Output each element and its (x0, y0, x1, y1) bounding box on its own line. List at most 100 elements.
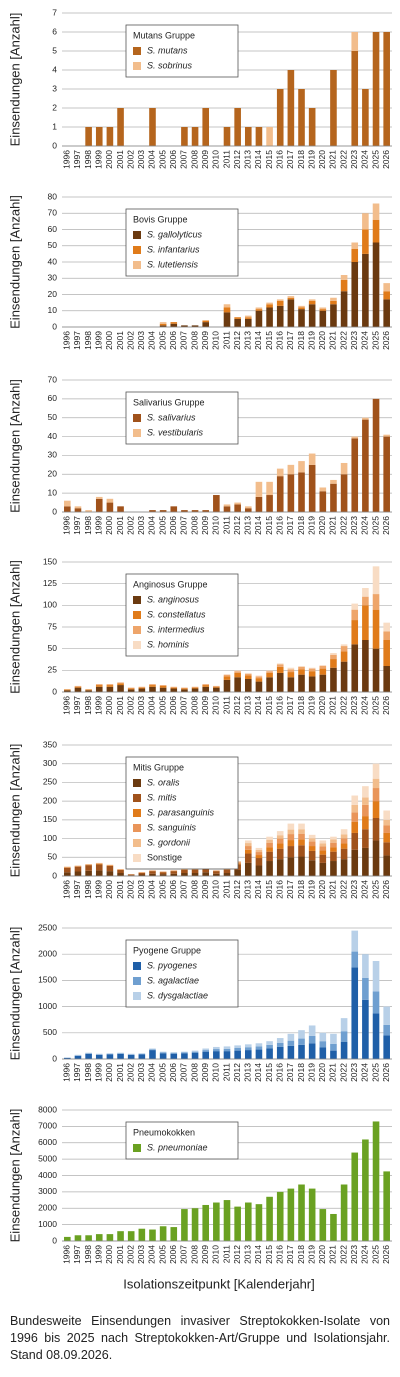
x-tick-label: 2003 (136, 150, 146, 169)
x-tick-label: 2006 (168, 150, 178, 169)
bar-segment (202, 108, 210, 146)
bar-segment (276, 831, 284, 836)
x-tick-label: 2021 (328, 880, 338, 899)
bar-segment (64, 867, 71, 873)
x-tick-label: 2010 (211, 880, 221, 899)
bar-segment (181, 127, 188, 146)
bar-segment (340, 1184, 348, 1241)
bar-segment (362, 253, 369, 327)
bar-segment (191, 1051, 199, 1053)
legend-box (125, 391, 239, 445)
bar-segment (244, 506, 252, 509)
bar-segment (213, 686, 220, 688)
bar-segment (298, 305, 305, 308)
bar-segment (170, 871, 178, 874)
bar-segment (85, 1235, 92, 1241)
bar-segment (330, 1043, 337, 1051)
bar-segment (202, 1051, 210, 1059)
bar-segment (372, 219, 380, 243)
bar-segment (170, 1053, 178, 1059)
bar-segment (287, 70, 295, 146)
bar-segment (191, 873, 199, 876)
bar-segment (95, 1054, 103, 1055)
x-tick-label: 2026 (381, 880, 391, 899)
bar-segment (202, 1204, 210, 1241)
bar-segment (330, 479, 337, 484)
x-tick-label: 2020 (317, 331, 327, 350)
bar-segment (287, 299, 295, 327)
bar-segment (85, 689, 92, 691)
x-tick-label: 2024 (360, 696, 370, 715)
bar-segment (276, 664, 284, 667)
x-tick-label: 1997 (72, 1245, 82, 1264)
x-tick-label: 2021 (328, 150, 338, 169)
bar-segment (95, 1053, 103, 1055)
bar-segment (244, 1047, 252, 1051)
bar-segment (351, 51, 359, 146)
bar-segment (95, 1054, 103, 1059)
bar-segment (255, 681, 263, 692)
bar-segment (138, 686, 146, 688)
x-tick-label: 2013 (243, 331, 253, 350)
bar-segment (298, 1184, 305, 1241)
bar-segment (255, 847, 263, 850)
bar-segment (372, 609, 380, 649)
bar-segment (340, 279, 348, 292)
x-tick-label: 1999 (94, 331, 104, 350)
bar-segment (340, 661, 348, 692)
x-tick-label: 2003 (136, 1063, 146, 1082)
bar-segment (362, 213, 369, 230)
bar-segment (351, 930, 359, 952)
y-tick-label: 20 (48, 469, 58, 479)
x-tick-label: 2004 (147, 1245, 157, 1264)
bar-segment (287, 672, 295, 678)
bar-segment (234, 1047, 241, 1051)
bar-segment (74, 1055, 82, 1059)
x-tick-label: 1998 (83, 1245, 93, 1264)
legend-swatch (133, 414, 141, 422)
chart-panel: 0 500 1000 1500 2000 2500 Einsendungen [Anzahl… (7, 922, 392, 1082)
bar-segment (276, 663, 284, 665)
bar-segment (383, 32, 390, 146)
chart-panel: 0 25 50 75 100 125 150 Einsendungen [Anzahl] 199… (7, 556, 392, 715)
x-tick-label: 2015 (264, 516, 274, 535)
bar-segment (127, 688, 135, 690)
bar-segment (191, 127, 199, 146)
bar-segment (117, 506, 124, 512)
bar-segment (191, 325, 199, 327)
bar-segment (308, 301, 316, 305)
legend-label: S. mutans (147, 45, 188, 55)
bar-segment (149, 685, 156, 687)
bar-segment (276, 672, 284, 692)
bar-segment (255, 1049, 263, 1059)
legend-label: S. sanguinis (147, 822, 197, 832)
bar-segment (223, 873, 231, 876)
bar-segment (266, 672, 273, 678)
x-tick-label: 2024 (360, 1245, 370, 1264)
x-tick-label: 2005 (157, 516, 167, 535)
bar-segment (351, 849, 359, 876)
legend-title: Pyogene Gruppe (133, 945, 201, 955)
bar-segment (298, 839, 305, 846)
x-tick-label: 2007 (179, 516, 189, 535)
bar-segment (383, 832, 390, 843)
legend-swatch (133, 809, 141, 817)
y-tick-label: 2000 (38, 1203, 57, 1213)
bar-segment (244, 843, 252, 847)
x-tick-label: 2019 (306, 696, 316, 715)
bar-segment (319, 843, 327, 847)
bar-segment (298, 856, 305, 876)
bar-segment (138, 1054, 146, 1059)
x-tick-label: 2001 (115, 516, 125, 535)
x-tick-label: 2012 (232, 880, 242, 899)
bar-segment (95, 684, 103, 686)
x-tick-label: 1998 (83, 880, 93, 899)
bar-segment (383, 434, 390, 437)
y-axis-label: Einsendungen [Anzahl] (7, 1109, 22, 1243)
x-tick-label: 1999 (94, 1063, 104, 1082)
bar-segment (266, 1044, 273, 1049)
bar-segment (383, 842, 390, 856)
y-tick-label: 50 (48, 643, 58, 653)
y-tick-label: 2 (52, 102, 57, 112)
